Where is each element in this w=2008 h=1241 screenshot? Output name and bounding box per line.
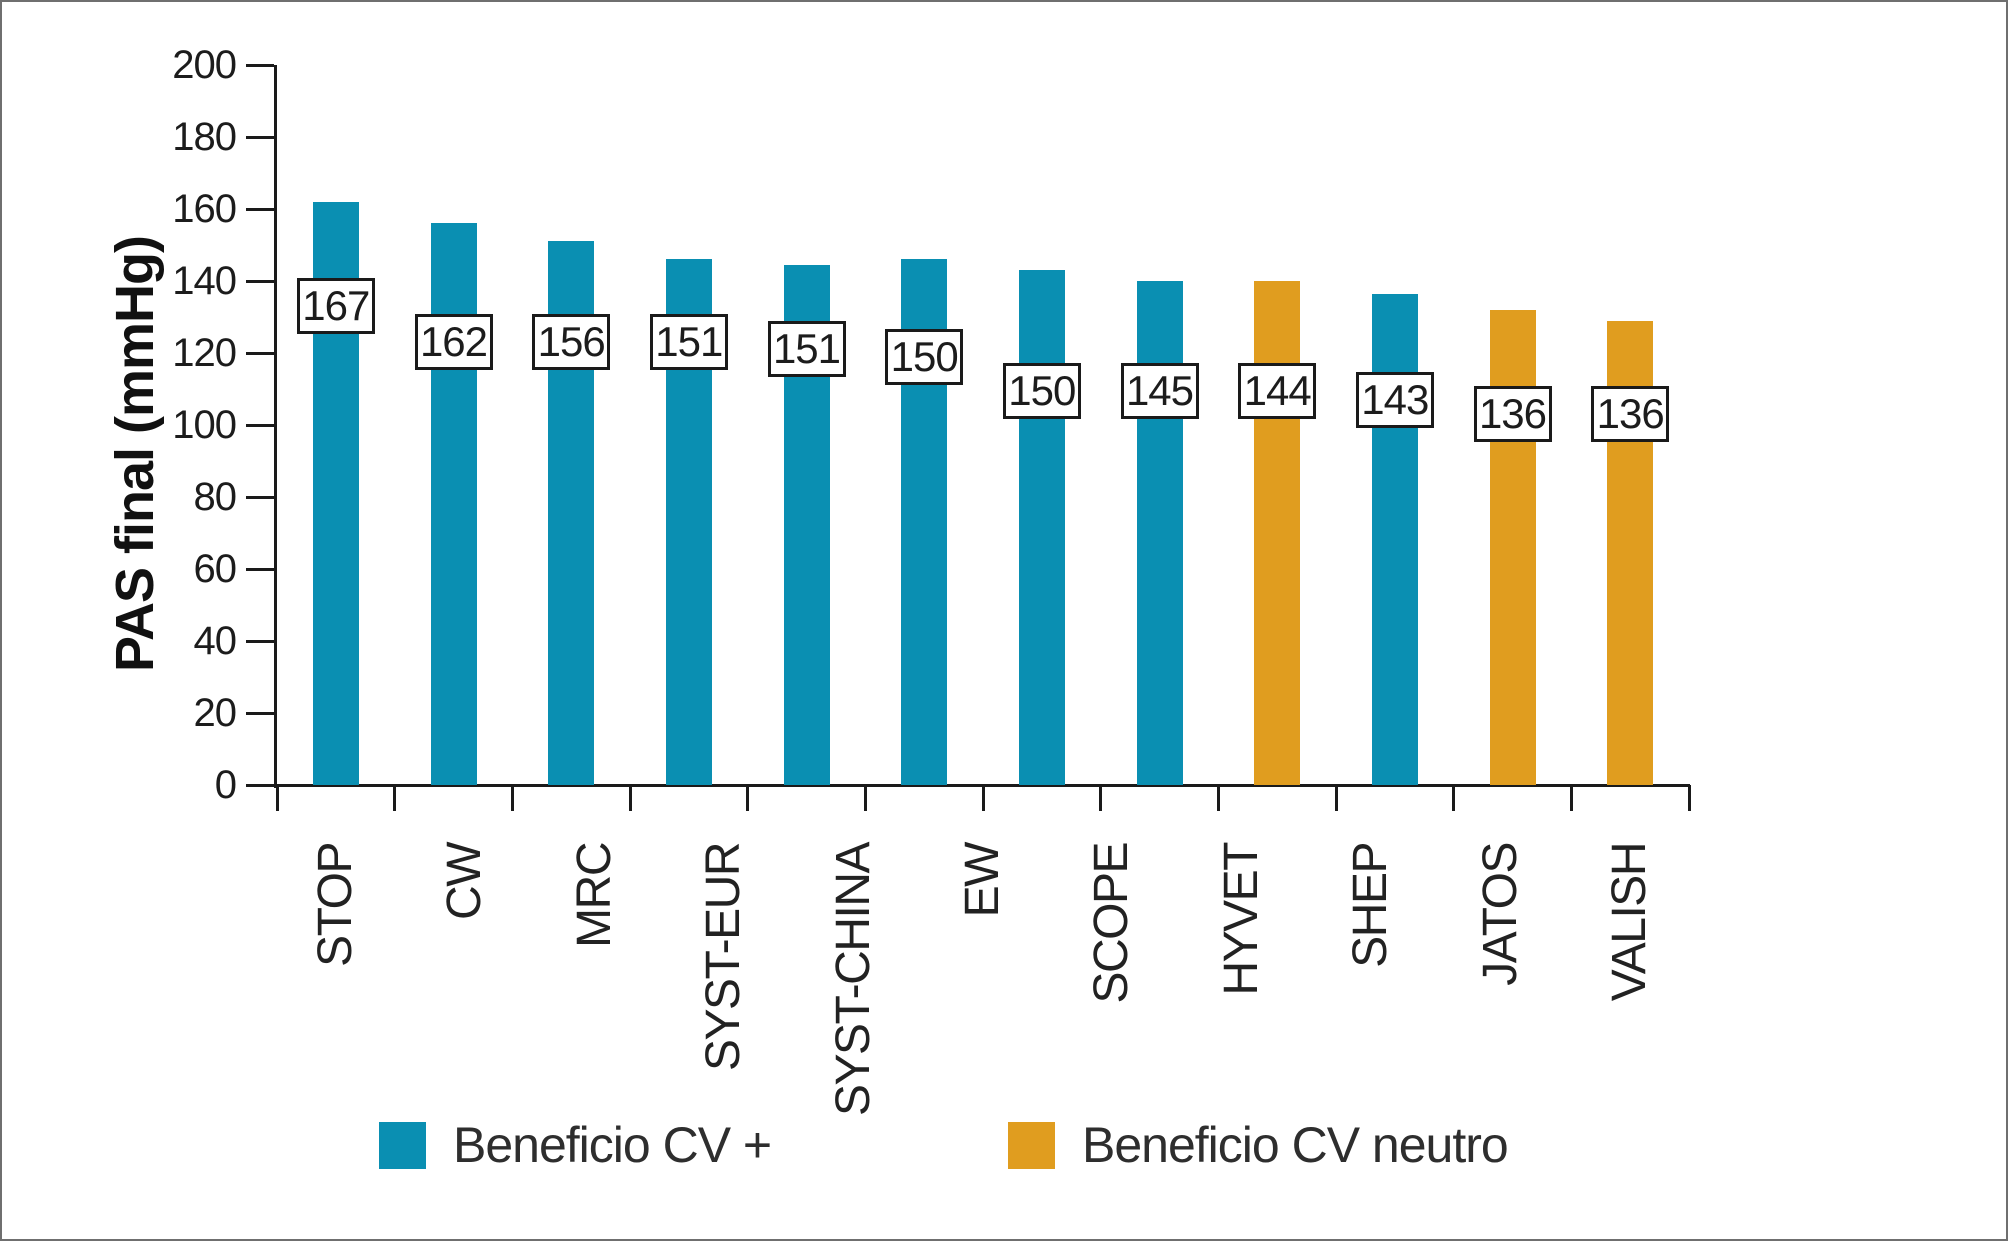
x-category-label-shep: SHEP (1344, 843, 1398, 968)
x-axis-tick (1099, 785, 1103, 811)
y-axis-title: PAS final (mmHg) (105, 235, 165, 673)
y-axis-tick-label: 40 (193, 619, 238, 663)
y-axis-tick-label: 80 (193, 475, 238, 519)
bar-8 (1136, 281, 1183, 785)
x-axis-tick (746, 785, 750, 811)
legend-label-positive: Beneficio CV + (453, 1117, 772, 1173)
y-axis-tick (246, 64, 274, 67)
x-axis-tick (1569, 785, 1573, 811)
x-category-label-stop: STOP (308, 843, 362, 967)
bar-value-label: 151 (767, 321, 846, 378)
bar-2 (430, 223, 477, 785)
y-axis-tick (246, 640, 274, 643)
legend-swatch-neutral (1008, 1121, 1055, 1169)
x-axis-tick (1334, 785, 1338, 811)
bar-value-label: 162 (414, 314, 493, 371)
y-axis-tick (246, 424, 274, 427)
bar-value-label: 143 (1355, 371, 1434, 428)
legend-item-neutral: Beneficio CV neutro (1008, 1117, 1509, 1173)
y-axis-tick-label: 140 (172, 259, 237, 303)
x-category-label-jatos: JATOS (1473, 843, 1527, 986)
bar-9 (1254, 281, 1301, 785)
y-axis-tick-label: 20 (193, 691, 238, 735)
x-axis-tick (510, 785, 514, 811)
x-category-label-ew: EW (956, 843, 1009, 918)
bar-value-label: 151 (649, 314, 728, 371)
y-axis-tick (246, 712, 274, 715)
x-axis-tick (393, 785, 397, 811)
y-axis-tick-label: 60 (193, 547, 238, 591)
x-category-label-valish: VALISH (1603, 843, 1657, 1002)
bar-10 (1371, 293, 1418, 785)
y-axis-tick (246, 352, 274, 355)
x-category-label-hyvet: HYVET (1214, 843, 1268, 996)
bar-value-label: 144 (1238, 362, 1317, 419)
legend-label-neutral: Beneficio CV neutro (1082, 1117, 1509, 1173)
y-axis-line (274, 65, 277, 788)
x-axis-tick (981, 785, 985, 811)
x-axis-tick (275, 785, 279, 811)
y-axis-tick (246, 136, 274, 139)
bar-11 (1489, 309, 1536, 785)
y-axis-tick-label: 100 (172, 403, 237, 447)
y-axis-tick (246, 208, 274, 211)
y-axis-tick-label: 160 (172, 187, 237, 231)
bar-value-label: 136 (1591, 386, 1670, 443)
x-category-label-syst-china: SYST-CHINA (826, 843, 880, 1117)
bar-7 (1018, 270, 1065, 785)
x-axis-tick (863, 785, 867, 811)
y-axis-tick (246, 280, 274, 283)
bar-value-label: 156 (532, 314, 611, 371)
x-axis-tick (1452, 785, 1456, 811)
y-axis-tick-label: 120 (172, 331, 237, 375)
bar-value-label: 136 (1473, 386, 1552, 443)
x-axis-tick (1687, 785, 1691, 811)
y-axis-tick (246, 496, 274, 499)
x-category-label-scope: SCOPE (1085, 843, 1139, 1004)
x-axis-tick (628, 785, 632, 811)
bar-value-label: 150 (1002, 362, 1081, 419)
x-category-label-syst-eur: SYST-EUR (697, 843, 751, 1072)
y-axis-tick-label: 200 (172, 43, 237, 87)
bar-value-label: 167 (296, 278, 375, 335)
y-axis-tick (246, 784, 274, 787)
legend-item-positive: Beneficio CV + (379, 1117, 772, 1173)
legend-swatch-positive (379, 1121, 426, 1169)
x-axis-tick (1216, 785, 1220, 811)
y-axis-tick-label: 180 (172, 115, 237, 159)
bar-value-label: 145 (1120, 362, 1199, 419)
y-axis-tick (246, 568, 274, 571)
bar-value-label: 150 (885, 328, 964, 385)
y-axis-tick-label: 0 (214, 763, 237, 807)
x-category-label-mrc: MRC (567, 843, 621, 948)
x-category-label-cw: CW (438, 843, 492, 920)
